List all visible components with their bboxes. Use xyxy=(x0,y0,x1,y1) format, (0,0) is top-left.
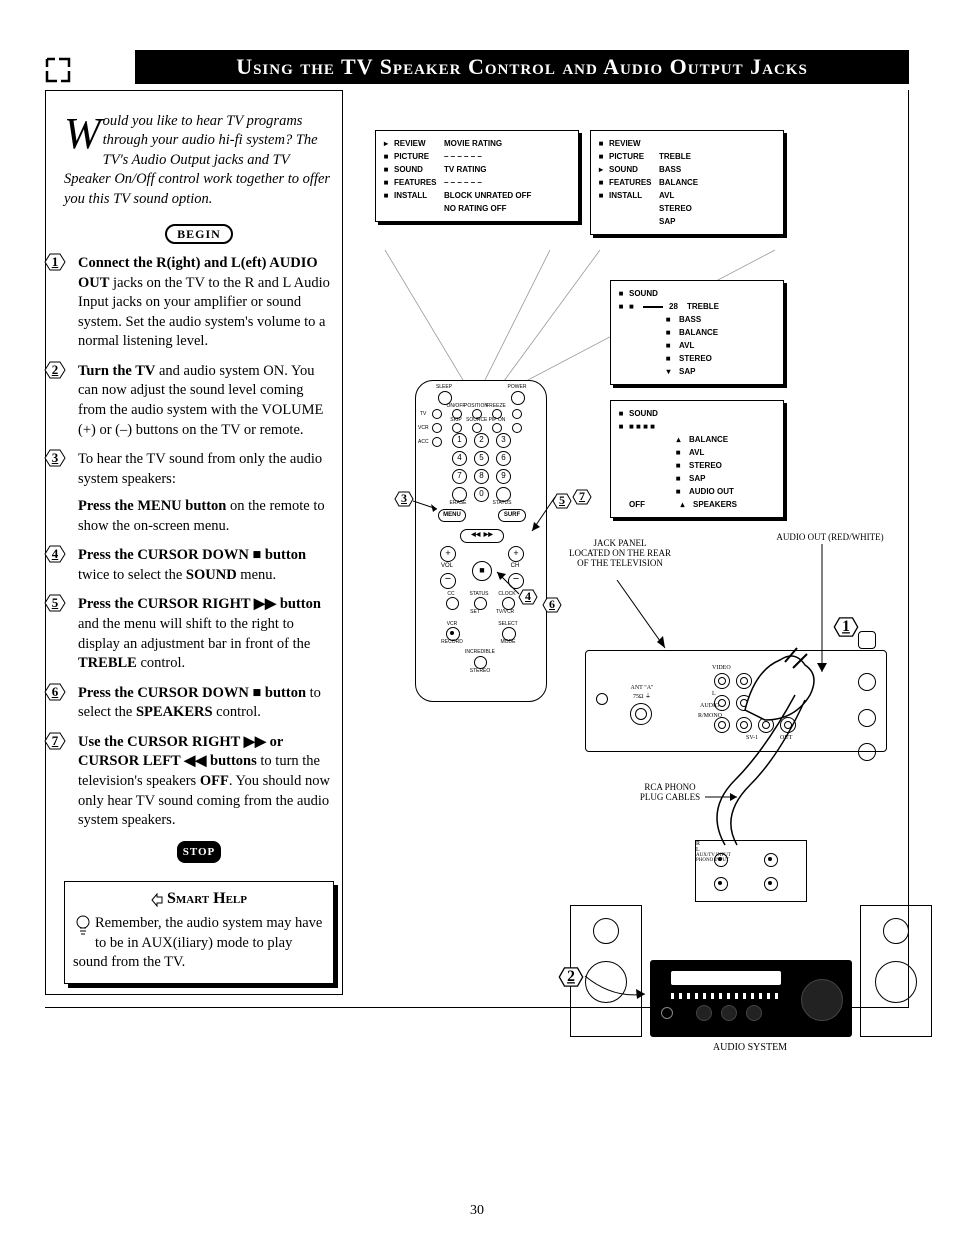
amp-input-panel: R L AUX/TV INPUT PHONO INPUT xyxy=(695,840,807,902)
remote-tiny-button xyxy=(492,423,502,433)
step-number-icon: 4 xyxy=(42,544,68,564)
lightbulb-icon xyxy=(75,914,91,938)
page: Using the TV Speaker Control and Audio O… xyxy=(0,0,954,1235)
remote-num-2: 2 xyxy=(474,433,489,448)
audio-system-label: AUDIO SYSTEM xyxy=(685,1042,815,1053)
audio-out-label: AUDIO OUT (RED/WHITE) xyxy=(755,532,905,542)
callout-1: 1 xyxy=(832,615,861,638)
smart-help-box: Smart Help Remember, the audio system ma… xyxy=(64,881,334,983)
rca-cable-label: RCA PHONO PLUG CABLES xyxy=(625,782,715,802)
remote-num-4: 4 xyxy=(452,451,467,466)
remote-tiny-button xyxy=(432,409,442,419)
remote-cursor-down: ■ xyxy=(472,561,492,581)
remote-ch-up: + xyxy=(508,546,524,562)
step-7: 7 Use the CURSOR RIGHT ▶▶ or CURSOR LEFT… xyxy=(64,733,334,831)
step-number-icon: 5 xyxy=(42,593,68,613)
arrow-icon xyxy=(615,580,675,655)
menu-box-sound-speakers: ■SOUND ■■ ■ ■ ■ ▴ BALANCE ■ AVL ■ STEREO… xyxy=(610,400,784,518)
step-number-icon: 2 xyxy=(42,360,68,380)
callout-7: 7 xyxy=(571,488,593,506)
stop-badge: STOP xyxy=(177,841,221,864)
remote-cursor-rewind: ◀◀ ▶▶ xyxy=(460,529,504,543)
amp-phono-l-jack xyxy=(764,877,778,891)
jack-panel-label: JACK PANEL LOCATED ON THE REAR OF THE TE… xyxy=(555,538,685,568)
remote-cc-button xyxy=(446,597,459,610)
antenna-jack-icon xyxy=(630,703,652,725)
callout-6: 6 xyxy=(541,596,563,614)
speaker-right xyxy=(860,905,932,1037)
step-2: 2 Turn the TV and audio system ON. You c… xyxy=(64,362,334,440)
remote-tiny-button xyxy=(512,423,522,433)
amplifier xyxy=(650,960,852,1037)
remote-num-3: 3 xyxy=(496,433,511,448)
remote-num-5: 5 xyxy=(474,451,489,466)
menu-box-ratings: ▸REVIEWMOVIE RATING ■PICTURE– – – – – – … xyxy=(375,130,579,222)
amp-aux-r-jack xyxy=(714,853,728,867)
step-3: 3 To hear the TV sound from only the aud… xyxy=(64,450,334,536)
diagram-column: ▸REVIEWMOVIE RATING ■PICTURE– – – – – – … xyxy=(355,90,908,995)
begin-badge: BEGIN xyxy=(165,224,233,244)
remote-tiny-button xyxy=(472,423,482,433)
callout-2: 2 xyxy=(557,965,586,988)
corner-bracket-icon xyxy=(45,57,71,83)
remote-tiny-button xyxy=(512,409,522,419)
arrow-icon xyxy=(413,495,443,515)
side-jack xyxy=(858,631,876,649)
content-area: Would you like to hear TV programs throu… xyxy=(45,90,909,1008)
remote-vol-down: − xyxy=(440,573,456,589)
smart-help-title: Smart Help xyxy=(73,888,325,910)
arrow-icon xyxy=(495,570,525,600)
step-number-icon: 6 xyxy=(42,682,68,702)
amp-phono-r-jack xyxy=(714,877,728,891)
video-jack xyxy=(714,673,730,689)
step-number-icon: 3 xyxy=(42,448,68,468)
amp-aux-l-jack xyxy=(764,853,778,867)
remote-tiny-button xyxy=(432,437,442,447)
menu-box-sound-main: ■REVIEW ■PICTURETREBLE ▸SOUNDBASS ■FEATU… xyxy=(590,130,784,235)
step-5: 5 Press the CURSOR RIGHT ▶▶ button and t… xyxy=(64,595,334,673)
intro-text: Would you like to hear TV programs throu… xyxy=(64,112,334,210)
callout-3: 3 xyxy=(393,490,415,508)
step-number-icon: 7 xyxy=(42,731,68,751)
side-jack xyxy=(858,673,876,691)
remote-num-1: 1 xyxy=(452,433,467,448)
power-light-icon xyxy=(596,693,608,705)
step-4: 4 Press the CURSOR DOWN ■ button twice t… xyxy=(64,546,334,585)
remote-num-8: 8 xyxy=(474,469,489,484)
pointer-icon xyxy=(151,893,163,907)
remote-num-6: 6 xyxy=(496,451,511,466)
remote-power-button xyxy=(511,391,525,405)
step-6: 6 Press the CURSOR DOWN ■ button to sele… xyxy=(64,684,334,723)
arrow-icon xyxy=(583,974,653,1004)
remote-control-diagram: SLEEP POWER TV ON/OFF POSITION FREEZE VC… xyxy=(415,380,547,702)
remote-tiny-button xyxy=(432,423,442,433)
smart-help-body: Remember, the audio system may have to b… xyxy=(73,914,325,973)
remote-num-0: 0 xyxy=(474,487,489,502)
step-number-icon: 1 xyxy=(42,252,68,272)
menu-box-sound-treble: ■SOUND ■■28TREBLE ■ BASS ■ BALANCE ■ AVL… xyxy=(610,280,784,385)
remote-surf-button: SURF xyxy=(498,509,526,522)
instructions-column: Would you like to hear TV programs throu… xyxy=(45,90,343,995)
arrow-icon xyxy=(530,495,560,535)
remote-num-9: 9 xyxy=(496,469,511,484)
remote-tiny-button xyxy=(452,423,462,433)
remote-num-7: 7 xyxy=(452,469,467,484)
arrow-icon xyxy=(705,790,745,804)
step-1: 1 Connect the R(ight) and L(eft) AUDIO O… xyxy=(64,254,334,352)
dropcap: W xyxy=(64,116,101,151)
page-number: 30 xyxy=(0,1203,954,1219)
page-title: Using the TV Speaker Control and Audio O… xyxy=(135,50,909,84)
remote-vol-up: + xyxy=(440,546,456,562)
